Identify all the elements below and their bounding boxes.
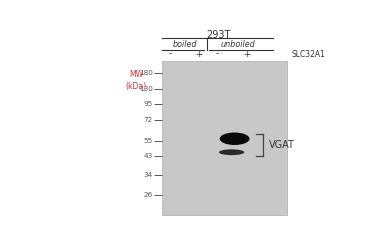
- Text: 180: 180: [139, 70, 152, 76]
- Text: 95: 95: [143, 101, 152, 107]
- Text: -: -: [215, 50, 218, 58]
- Text: SLC32A1: SLC32A1: [291, 50, 325, 58]
- Ellipse shape: [219, 149, 244, 155]
- Text: -: -: [169, 50, 172, 58]
- Ellipse shape: [220, 132, 249, 145]
- Text: VGAT: VGAT: [269, 140, 295, 149]
- Text: 72: 72: [143, 116, 152, 122]
- Text: +: +: [195, 50, 203, 58]
- Text: 293T: 293T: [207, 30, 231, 40]
- Text: 34: 34: [143, 172, 152, 178]
- Text: 43: 43: [143, 153, 152, 159]
- Text: unboiled: unboiled: [220, 40, 255, 49]
- Text: boiled: boiled: [173, 40, 198, 49]
- Text: 26: 26: [143, 192, 152, 198]
- Text: +: +: [243, 50, 250, 58]
- Text: 130: 130: [139, 86, 152, 92]
- Text: MW
(kDa): MW (kDa): [126, 70, 147, 90]
- Bar: [162, 61, 287, 215]
- Text: 55: 55: [143, 138, 152, 144]
